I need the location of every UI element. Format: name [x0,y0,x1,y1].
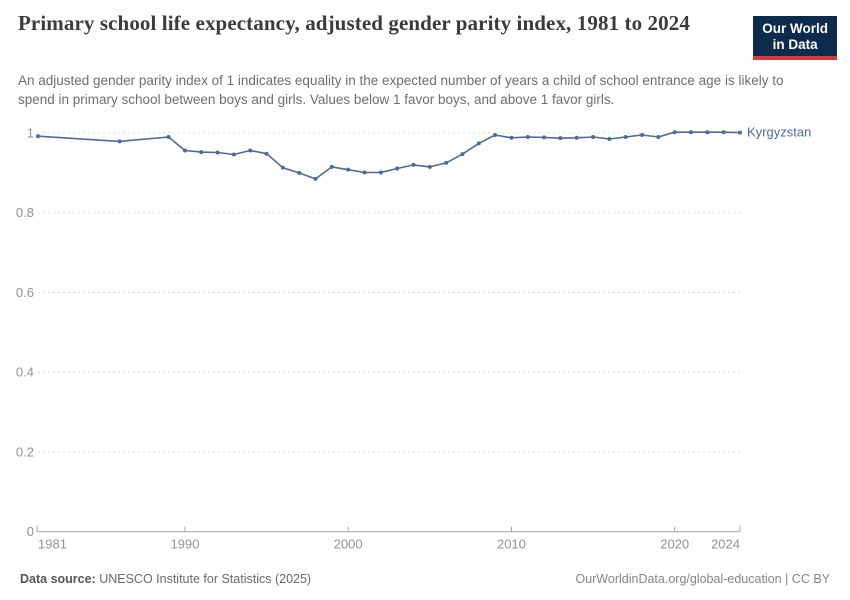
owid-logo-line1: Our World [762,21,828,36]
data-point-marker [215,150,220,155]
data-point-marker [476,141,481,146]
data-source-value: UNESCO Institute for Statistics (2025) [95,572,312,586]
data-point-marker [542,135,547,140]
attribution-link[interactable]: OurWorldinData.org/global-education | CC… [575,572,830,586]
owid-logo-line2: in Data [772,36,818,52]
data-point-marker [346,167,351,172]
data-point-marker [558,136,563,141]
y-tick-label: 0.8 [16,205,34,220]
x-tick-label: 2010 [497,537,526,552]
data-point-marker [248,148,253,153]
data-point-marker [689,130,694,135]
data-point-marker [280,165,285,170]
data-point-marker [607,136,612,141]
data-point-marker [427,164,432,169]
data-point-marker [672,130,677,135]
data-point-marker [231,152,236,157]
data-point-marker [591,134,596,139]
data-point-marker [738,130,742,135]
entity-label: Kyrgyzstan [747,125,811,140]
data-point-marker [297,170,302,175]
x-tick-label: 1990 [170,537,199,552]
data-point-marker [117,139,122,144]
data-point-marker [623,134,628,139]
page-title: Primary school life expectancy, adjusted… [18,11,690,35]
y-tick-label: 1 [27,126,34,141]
data-point-marker [509,135,514,140]
x-tick-label: 2000 [334,537,363,552]
data-point-marker [411,162,416,167]
x-tick-label: 2024 [711,537,740,552]
y-tick-label: 0.6 [16,285,34,300]
series-line [37,131,741,180]
data-source: Data source: UNESCO Institute for Statis… [20,572,311,586]
data-point-marker [656,134,661,139]
data-point-marker [182,148,187,153]
data-point-marker [444,160,449,165]
data-point-marker [721,130,726,135]
data-point-marker [362,170,367,175]
data-point-marker [395,166,400,171]
data-point-marker [525,134,530,139]
x-tick-label: 1981 [38,537,67,552]
data-point-marker [199,150,204,155]
data-point-marker [313,176,318,181]
y-tick-label: 0 [27,524,34,539]
data-point-marker [705,130,710,135]
data-point-marker [329,164,334,169]
data-point-marker [460,152,465,157]
data-point-marker [640,132,645,137]
x-tick-label: 2020 [660,537,689,552]
data-point-marker [493,132,498,137]
chart-subtitle: An adjusted gender parity index of 1 ind… [18,73,784,107]
data-point-marker [574,135,579,140]
data-source-label: Data source: [20,572,96,586]
data-point-marker [378,170,383,175]
data-point-marker [36,134,40,139]
y-tick-label: 0.4 [16,365,34,380]
data-point-marker [264,151,269,156]
y-tick-label: 0.2 [16,444,34,459]
data-point-marker [166,134,171,139]
owid-logo[interactable]: Our World in Data [753,16,837,61]
